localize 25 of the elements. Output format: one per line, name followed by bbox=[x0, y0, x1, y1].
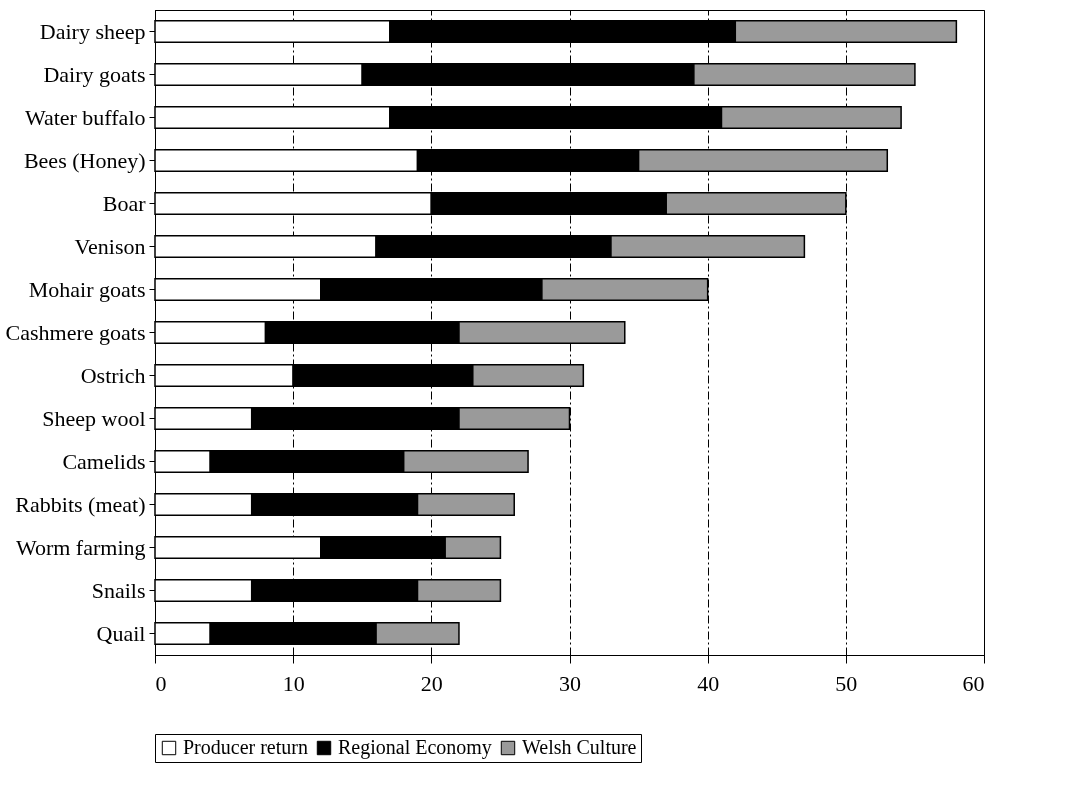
y-tick-label: Worm farming bbox=[15, 534, 146, 560]
x-tick-label: 30 bbox=[559, 670, 581, 696]
x-tick-label: 40 bbox=[697, 670, 720, 696]
y-tick-label: Venison bbox=[74, 233, 146, 259]
y-tick-label: Quail bbox=[96, 620, 146, 646]
legend-label: Regional Economy bbox=[338, 736, 492, 759]
y-tick-label: Water buffalo bbox=[24, 104, 146, 130]
legend-label: Producer return bbox=[183, 736, 308, 758]
y-tick-label: Cashmere goats bbox=[5, 319, 146, 345]
x-tick-label: 10 bbox=[282, 670, 305, 696]
y-tick-label: Camelids bbox=[62, 448, 146, 474]
x-tick-label: 0 bbox=[155, 670, 167, 696]
x-tick-label: 60 bbox=[962, 670, 985, 696]
y-tick-label: Snails bbox=[91, 577, 146, 603]
y-tick-label: Mohair goats bbox=[28, 276, 146, 302]
y-tick-label: Sheep wool bbox=[42, 405, 146, 431]
y-tick-label: Rabbits (meat) bbox=[15, 491, 146, 517]
y-tick-label: Bees (Honey) bbox=[23, 147, 146, 173]
x-tick-label: 50 bbox=[835, 670, 858, 696]
x-tick-label: 20 bbox=[420, 670, 443, 696]
y-tick-label: Dairy sheep bbox=[39, 18, 146, 44]
legend-label: Welsh Culture bbox=[522, 736, 637, 758]
y-tick-label: Ostrich bbox=[80, 362, 146, 388]
y-tick-label: Dairy goats bbox=[43, 61, 146, 87]
y-tick-label: Boar bbox=[102, 190, 147, 216]
